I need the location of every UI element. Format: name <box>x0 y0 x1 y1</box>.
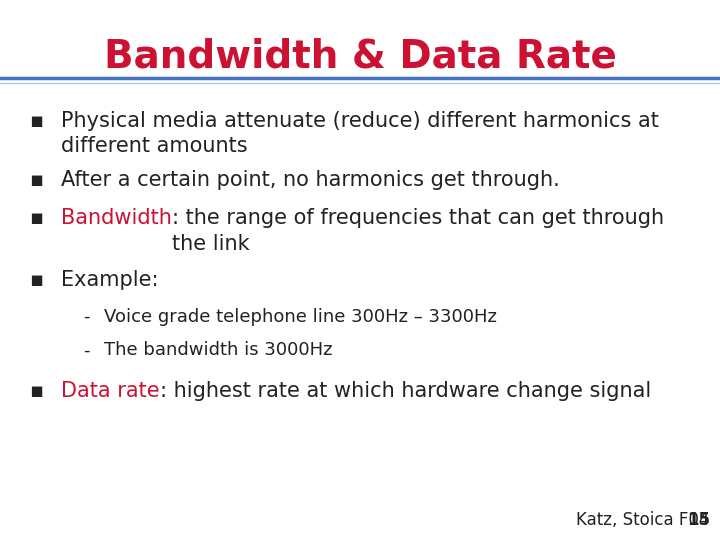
Text: ▪: ▪ <box>29 270 43 290</box>
Text: ▪: ▪ <box>29 170 43 190</box>
Text: Data rate: Data rate <box>61 381 160 401</box>
Text: : the range of frequencies that can get through
the link: : the range of frequencies that can get … <box>172 208 665 253</box>
Text: -: - <box>83 341 89 359</box>
Text: -: - <box>83 308 89 326</box>
Text: Physical media attenuate (reduce) different harmonics at
different amounts: Physical media attenuate (reduce) differ… <box>61 111 659 156</box>
Text: Bandwidth & Data Rate: Bandwidth & Data Rate <box>104 38 616 76</box>
Text: ▪: ▪ <box>29 381 43 401</box>
Text: : highest rate at which hardware change signal: : highest rate at which hardware change … <box>160 381 651 401</box>
Text: Voice grade telephone line 300Hz – 3300Hz: Voice grade telephone line 300Hz – 3300H… <box>104 308 498 326</box>
Text: After a certain point, no harmonics get through.: After a certain point, no harmonics get … <box>61 170 560 190</box>
Text: 15: 15 <box>688 511 711 529</box>
Text: Example:: Example: <box>61 270 158 290</box>
Text: ▪: ▪ <box>29 208 43 228</box>
Text: The bandwidth is 3000Hz: The bandwidth is 3000Hz <box>104 341 333 359</box>
Text: ▪: ▪ <box>29 111 43 131</box>
Text: Bandwidth: Bandwidth <box>61 208 172 228</box>
Text: Katz, Stoica F04: Katz, Stoica F04 <box>576 511 709 529</box>
